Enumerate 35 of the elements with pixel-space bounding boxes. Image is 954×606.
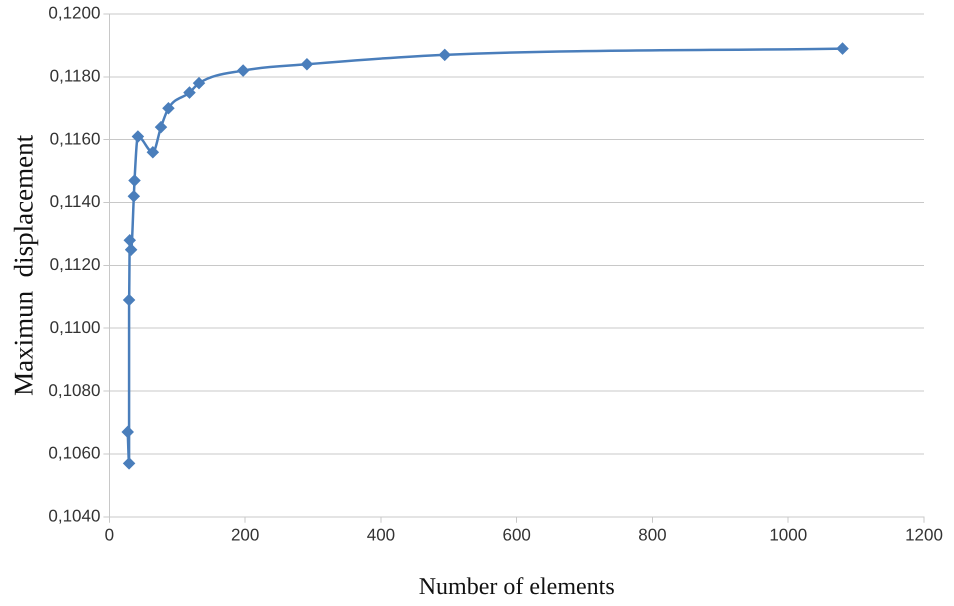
y-tick-label: 0,1160 — [50, 129, 100, 148]
point — [128, 190, 140, 202]
x-tick-label: 600 — [502, 526, 531, 545]
point — [155, 121, 167, 133]
y-axis-title: Maximun displacement — [8, 134, 38, 396]
point — [125, 244, 137, 256]
point — [438, 49, 450, 61]
point — [836, 42, 848, 54]
y-tick-label: 0,1200 — [48, 4, 100, 23]
y-tick-label: 0,1140 — [50, 192, 100, 212]
point — [123, 294, 135, 306]
y-tick-label: 0,1120 — [50, 255, 100, 274]
y-tick-label: 0,1040 — [48, 506, 100, 526]
y-tick-label: 0,1100 — [50, 318, 100, 337]
x-tick-label: 800 — [638, 526, 667, 545]
point — [237, 64, 249, 76]
x-tick-label: 400 — [366, 526, 396, 545]
point — [122, 426, 134, 438]
y-tick-label: 0,1180 — [50, 66, 100, 86]
y-tick-label: 0,1060 — [48, 444, 100, 463]
point — [301, 58, 313, 70]
point — [123, 458, 135, 470]
point — [132, 130, 144, 142]
y-tick-label: 0,1080 — [48, 380, 100, 400]
x-tick-label: 1000 — [769, 526, 808, 545]
point — [162, 102, 174, 114]
x-tick-label: 1200 — [905, 526, 943, 545]
point — [193, 77, 205, 89]
point — [128, 174, 140, 186]
x-tick-label: 200 — [230, 526, 260, 545]
point — [147, 146, 159, 158]
point — [124, 234, 136, 246]
x-tick-label: 0 — [104, 526, 114, 545]
point — [184, 86, 196, 98]
x-axis-title: Number of elements — [418, 574, 615, 600]
